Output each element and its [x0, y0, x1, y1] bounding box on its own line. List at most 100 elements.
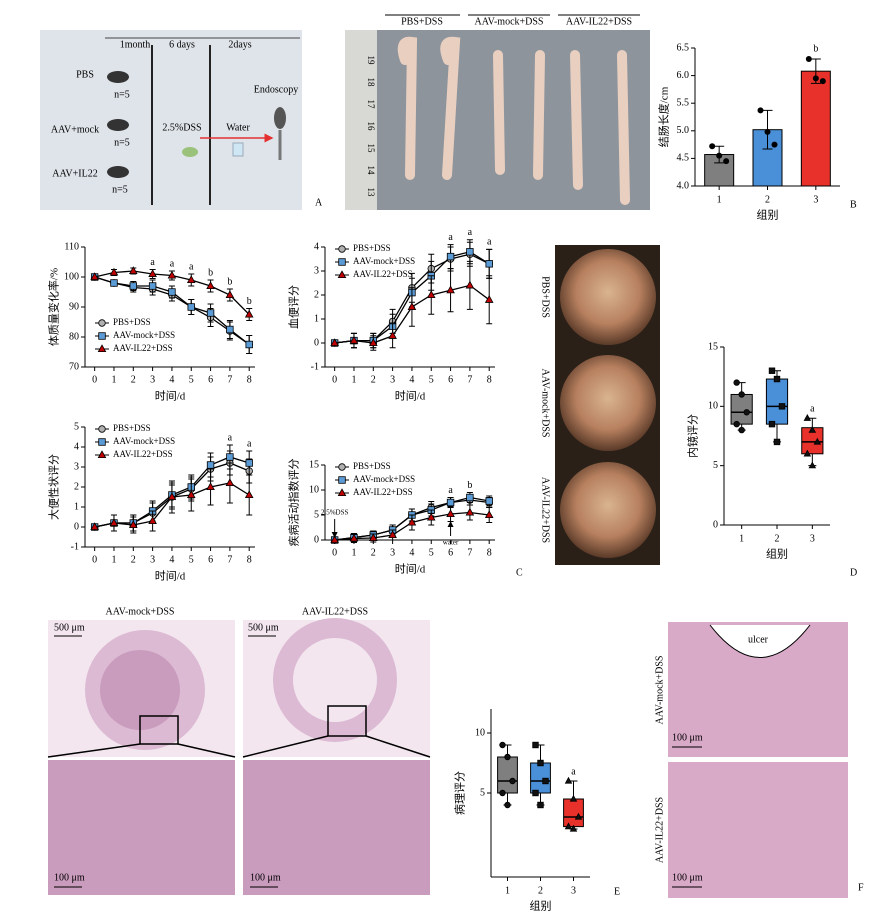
marker: [446, 498, 455, 507]
dss-label: 2.5%DSS: [162, 122, 201, 133]
y-tick-label: 2: [314, 289, 319, 300]
x-tick-label: 2: [538, 885, 543, 896]
data-point: [532, 741, 539, 749]
marker: [206, 309, 215, 317]
y-tick-label: 0: [314, 337, 319, 348]
x-tick-label: 7: [227, 554, 232, 565]
data-point: [564, 822, 573, 830]
x-axis-label: 组别: [530, 899, 552, 913]
scale-label: 500 μm: [248, 622, 279, 633]
scale-label: 100 μm: [672, 732, 703, 743]
group-label: AAV+IL22: [52, 168, 97, 179]
marker: [187, 303, 195, 311]
data-point: [716, 152, 723, 159]
x-tick-label: 4: [169, 374, 174, 385]
marker: [109, 267, 119, 276]
legend-label: AAV-IL22+DSS: [113, 449, 173, 459]
x-tick-label: 3: [150, 554, 155, 565]
data-point: [574, 812, 583, 820]
marker: [148, 516, 157, 525]
colon-photo: 19 18 17 16 15 14 13 PBS+DSS AAV-mock+DS…: [345, 14, 650, 210]
ruler-label: 13: [366, 188, 376, 198]
y-tick-label: 15: [708, 341, 718, 352]
y-tick-label: 5: [314, 509, 319, 520]
data-point: [808, 461, 817, 469]
x-axis-label: 时间/d: [155, 390, 186, 403]
y-tick-label: 6.5: [677, 42, 690, 53]
marker: [244, 490, 254, 499]
scale-label: 500 μm: [54, 622, 85, 633]
x-tick-label: 0: [92, 554, 97, 565]
marker: [225, 478, 235, 487]
annotation: a: [571, 766, 576, 777]
timeline-label: 1month: [120, 39, 151, 50]
x-tick-label: 2: [131, 554, 136, 565]
x-tick-label: 2: [371, 374, 376, 385]
x-tick-label: 0: [332, 547, 337, 558]
x-tick-label: 5: [189, 374, 194, 385]
y-axis-label: 血便评分: [287, 285, 301, 329]
marker: [168, 288, 176, 296]
legend-label: PBS+DSS: [113, 423, 151, 433]
y-tick-label: -1: [311, 361, 319, 372]
marker: [484, 295, 494, 303]
y-tick-label: 3: [314, 265, 319, 276]
x-tick-label: 4: [169, 554, 174, 565]
marker: [426, 512, 436, 521]
data-point: [509, 777, 516, 785]
y-tick-label: 15: [309, 459, 319, 470]
y-tick-label: 4: [74, 441, 79, 452]
marker: [368, 338, 378, 347]
x-tick-label: 7: [467, 547, 472, 558]
data-point: [723, 158, 730, 165]
x-tick-label: 1: [111, 374, 116, 385]
marker: [485, 497, 493, 505]
marker: [330, 535, 339, 544]
y-tick-label: 4.5: [677, 153, 690, 164]
data-point: [764, 128, 771, 135]
legend-marker: [97, 450, 107, 459]
data-point: [738, 426, 745, 434]
legend-label: AAV-IL22+DSS: [353, 269, 413, 279]
marker: [167, 492, 177, 501]
y-axis-label: 病理评分: [453, 771, 467, 815]
marker: [110, 279, 118, 287]
legend-label: AAV-IL22+DSS: [113, 343, 173, 353]
marker: [446, 252, 455, 261]
y-tick-label: 0: [74, 521, 79, 532]
y-axis-label: 体质量变化率/%: [47, 268, 61, 346]
x-tick-label: 6: [208, 374, 213, 385]
x-tick-label: 6: [448, 547, 453, 558]
photo-label: AAV-mock+DSS: [654, 656, 665, 725]
data-point: [709, 143, 716, 150]
legend-marker: [338, 245, 346, 253]
x-axis-label: 组别: [766, 547, 788, 561]
marker: [466, 248, 474, 256]
marker: [349, 533, 359, 542]
data-point: [803, 449, 812, 457]
marker: [186, 490, 196, 499]
y-tick-label: 1: [74, 501, 79, 512]
marker: [206, 461, 215, 469]
y-axis-label: 疾病活动指数评分: [287, 459, 301, 547]
marker: [226, 453, 234, 461]
x-tick-label: 5: [429, 547, 434, 558]
marker: [148, 269, 157, 278]
y-tick-label: 5: [74, 421, 79, 432]
annotation: b: [227, 276, 232, 287]
legend-marker: [98, 425, 106, 433]
x-tick-label: 2: [765, 194, 770, 205]
marker: [407, 302, 417, 311]
ruler-label: 15: [366, 144, 376, 154]
annotation: b: [813, 43, 818, 54]
marker: [407, 517, 417, 526]
marker: [466, 493, 474, 502]
y-tick-label: 110: [64, 241, 79, 252]
data-point: [819, 78, 826, 85]
marker: [90, 272, 99, 281]
marker: [167, 270, 177, 279]
x-axis-label: 时间/d: [395, 390, 426, 403]
y-axis-label: 内镜评分: [686, 414, 700, 458]
ulcer-photos: ulcer AAV-mock+DSS AAV-IL22+DSS 100 μm 1…: [654, 622, 848, 898]
